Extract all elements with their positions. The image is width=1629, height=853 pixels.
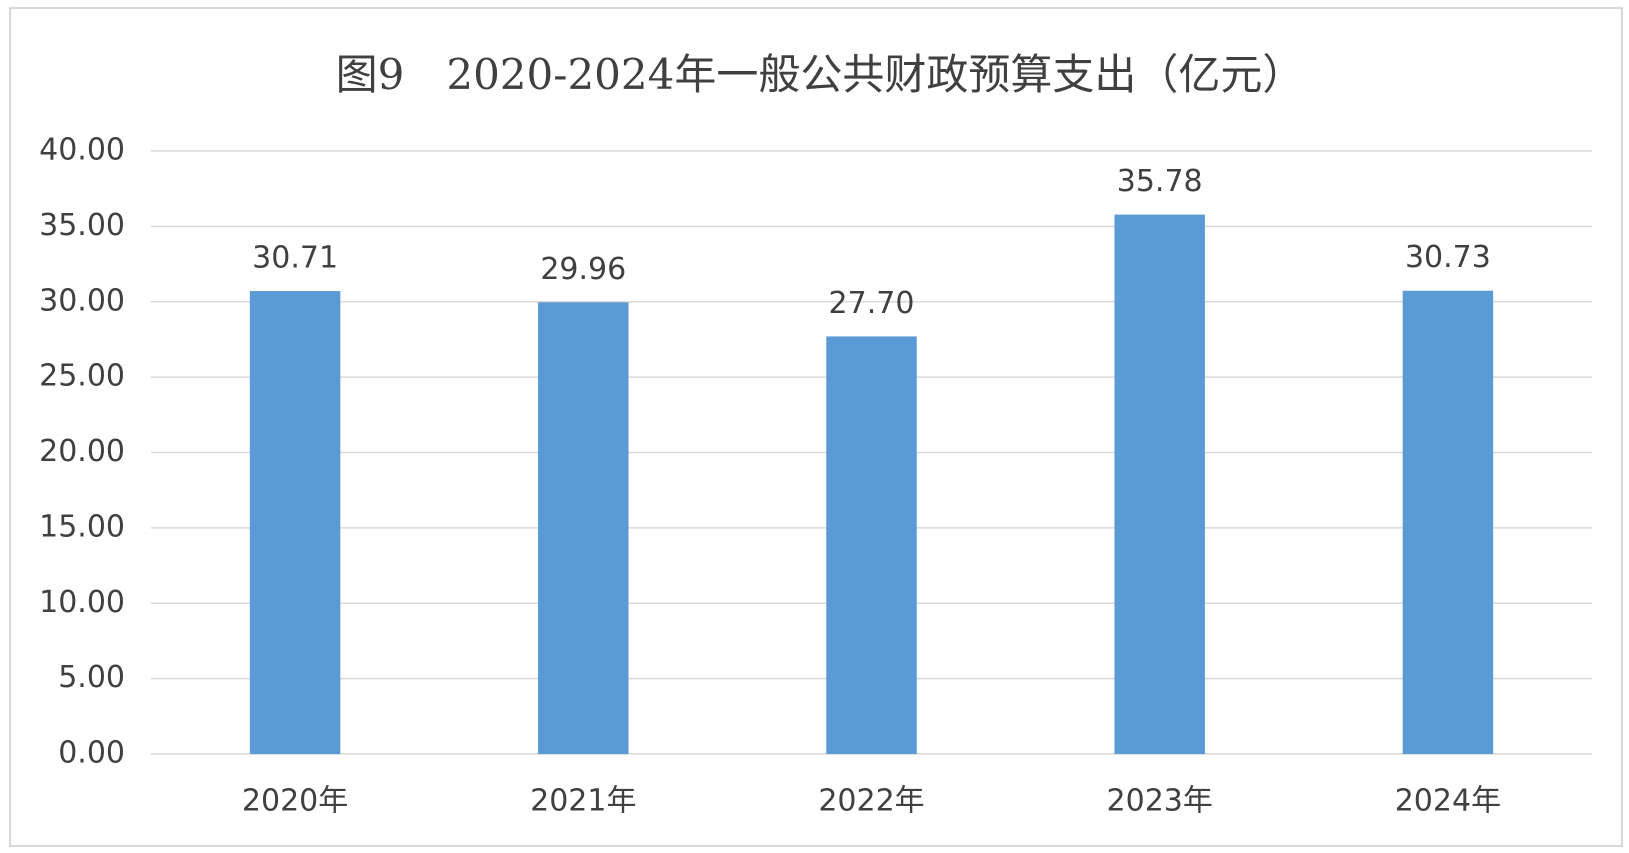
bar: [826, 336, 917, 754]
bar: [249, 291, 341, 754]
bar: [1114, 214, 1205, 754]
data-label: 30.71: [252, 241, 338, 276]
y-tick-label: 20.00: [39, 434, 125, 469]
y-tick-label: 35.00: [39, 208, 125, 243]
data-label: 30.73: [1405, 240, 1491, 275]
data-label: 29.96: [540, 252, 626, 287]
data-label: 27.70: [829, 286, 915, 321]
chart-title: 图9 2020-2024年一般公共财政预算支出（亿元）: [336, 50, 1305, 99]
y-tick-label: 10.00: [39, 585, 125, 620]
data-label: 35.78: [1117, 164, 1203, 199]
y-tick-label: 30.00: [39, 283, 125, 318]
y-tick-label: 40.00: [39, 133, 125, 168]
y-tick-label: 25.00: [39, 359, 125, 394]
y-tick-label: 15.00: [39, 509, 125, 544]
y-tick-label: 0.00: [58, 736, 125, 771]
x-tick-label: 2024年: [1395, 784, 1501, 819]
bar: [538, 302, 629, 754]
x-tick-label: 2022年: [818, 784, 924, 819]
y-tick-label: 5.00: [58, 660, 125, 695]
x-tick-label: 2023年: [1107, 784, 1213, 819]
x-tick-label: 2020年: [242, 784, 348, 819]
bar: [1402, 290, 1494, 754]
x-tick-label: 2021年: [530, 784, 636, 819]
